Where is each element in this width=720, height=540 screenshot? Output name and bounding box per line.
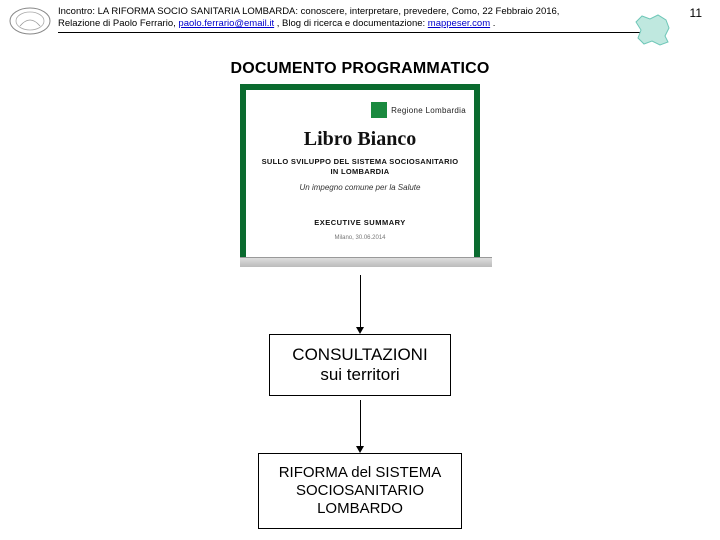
cover-subtitle: SULLO SVILUPPO DEL SISTEMA SOCIOSANITARI…	[254, 157, 466, 177]
main-content: DOCUMENTO PROGRAMMATICO Regione Lombardi…	[0, 60, 720, 529]
header-email-link[interactable]: paolo.ferrario@email.it	[178, 18, 274, 29]
seal-icon	[8, 6, 52, 36]
arrow-2	[356, 400, 364, 453]
cover-exec-summary: EXECUTIVE SUMMARY	[254, 218, 466, 227]
page-number: 11	[690, 6, 702, 20]
lombardy-region-icon	[632, 12, 672, 48]
header-line2-mid: , Blog di ricerca e documentazione:	[274, 18, 428, 29]
section-title: DOCUMENTO PROGRAMMATICO	[230, 60, 489, 78]
arrow-line	[360, 275, 361, 327]
box2-line1: RIFORMA del SISTEMA	[279, 464, 442, 481]
arrow-head-icon	[356, 327, 364, 334]
scan-artifact	[240, 257, 492, 267]
header-blog-link[interactable]: mappeser.com	[428, 18, 490, 29]
cover-subtitle-l1: SULLO SVILUPPO DEL SISTEMA SOCIOSANITARI…	[262, 157, 459, 166]
slide-header: Incontro: LA RIFORMA SOCIO SANITARIA LOM…	[8, 6, 660, 36]
box-consultazioni: CONSULTAZIONI sui territori	[269, 334, 450, 397]
box1-line1: CONSULTAZIONI	[292, 345, 427, 364]
header-line2-prefix: Relazione di Paolo Ferrario,	[58, 18, 178, 29]
region-label: Regione Lombardia	[391, 106, 466, 115]
header-line2-end: .	[490, 18, 495, 29]
box2-line2: SOCIOSANITARIO	[296, 482, 424, 499]
cover-tagline: Un impegno comune per la Salute	[254, 183, 466, 192]
region-logo-icon	[371, 102, 387, 118]
header-title-caps: LA RIFORMA SOCIO SANITARIA LOMBARDA	[98, 6, 296, 17]
header-prefix: Incontro:	[58, 6, 98, 17]
box-riforma: RIFORMA del SISTEMA SOCIOSANITARIO LOMBA…	[258, 453, 463, 529]
arrow-1	[356, 275, 364, 334]
box1-line2: sui territori	[320, 365, 399, 384]
cover-logo-row: Regione Lombardia	[254, 102, 466, 118]
cover-date: Milano, 30.06.2014	[254, 235, 466, 241]
box2-line3: LOMBARDO	[317, 500, 403, 517]
cover-book-title: Libro Bianco	[254, 128, 466, 151]
header-text: Incontro: LA RIFORMA SOCIO SANITARIA LOM…	[58, 6, 660, 33]
header-title-rest: : conoscere, interpretare, prevedere, Co…	[295, 6, 559, 17]
arrow-line	[360, 400, 361, 446]
arrow-head-icon	[356, 446, 364, 453]
cover-subtitle-l2: IN LOMBARDIA	[330, 167, 389, 176]
document-cover: Regione Lombardia Libro Bianco SULLO SVI…	[240, 84, 480, 265]
